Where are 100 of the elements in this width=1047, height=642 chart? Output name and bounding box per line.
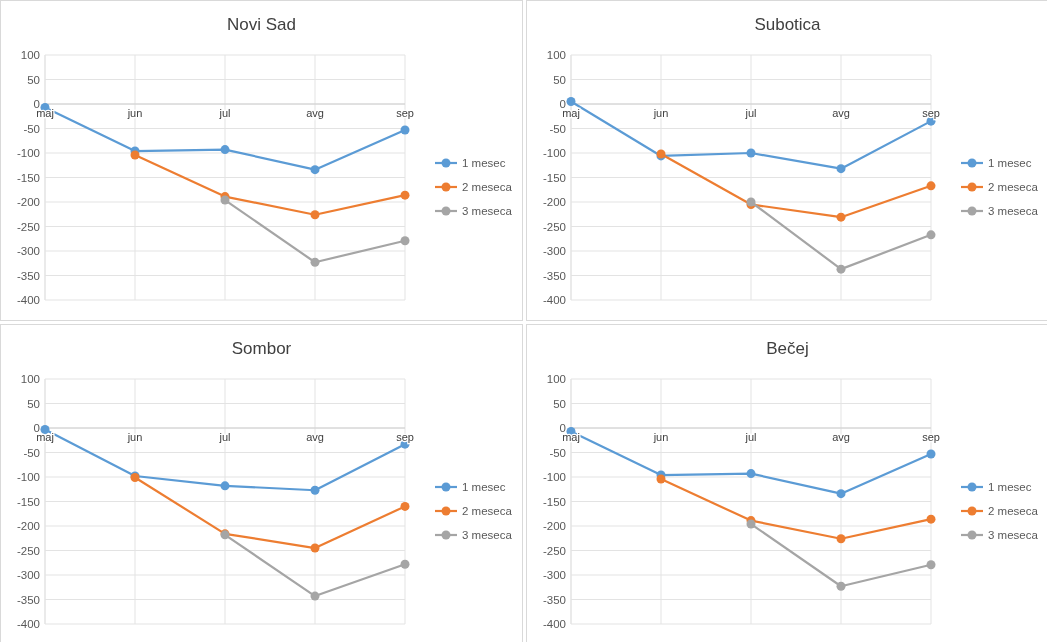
point	[400, 125, 410, 135]
point	[926, 230, 936, 240]
point	[836, 212, 846, 222]
y-tick-label: -400	[542, 618, 566, 631]
point	[310, 210, 320, 220]
y-tick-label: 100	[546, 49, 566, 62]
y-tick-label: 100	[20, 373, 40, 386]
y-tick-label: -250	[16, 544, 40, 557]
x-tick-label: sep	[396, 431, 414, 443]
point	[926, 181, 936, 191]
x-tick-label: sep	[922, 107, 940, 119]
y-tick-label: -250	[16, 220, 40, 233]
y-tick-label: -100	[542, 471, 566, 484]
point	[400, 501, 410, 511]
x-tick-label: jul	[744, 431, 757, 443]
y-tick-label: -300	[16, 569, 40, 582]
y-tick-label: -150	[16, 495, 40, 508]
y-tick-label: -150	[16, 171, 40, 184]
legend-label: 1 mesec	[462, 157, 506, 170]
y-tick-label: -200	[16, 520, 40, 533]
y-tick-label: -50	[549, 122, 566, 135]
x-tick-label: jul	[218, 107, 231, 119]
y-tick-label: 50	[27, 397, 40, 410]
y-tick-label: -350	[16, 593, 40, 606]
x-tick-label: jun	[652, 107, 669, 119]
chart-title: Sombor	[231, 339, 292, 358]
y-tick-label: -350	[542, 593, 566, 606]
chart-title: Subotica	[754, 15, 822, 34]
legend-label: 3 meseca	[988, 529, 1039, 542]
point	[836, 164, 846, 174]
y-tick-label: 0	[33, 98, 40, 111]
point	[836, 264, 846, 274]
y-tick-label: -200	[542, 196, 566, 209]
x-tick-label: jun	[126, 107, 143, 119]
legend-label: 1 mesec	[462, 481, 506, 494]
point	[566, 97, 576, 107]
point	[310, 165, 320, 175]
y-tick-label: -300	[542, 569, 566, 582]
y-tick-label: -50	[549, 446, 566, 459]
y-tick-label: -50	[23, 122, 40, 135]
x-tick-label: jul	[744, 107, 757, 119]
x-tick-label: sep	[922, 431, 940, 443]
legend-label: 3 meseca	[462, 529, 513, 542]
point	[926, 560, 936, 570]
y-tick-label: -250	[542, 220, 566, 233]
point	[400, 236, 410, 246]
y-tick-label: -100	[542, 147, 566, 160]
point	[926, 514, 936, 524]
y-tick-label: -200	[16, 196, 40, 209]
x-tick-label: avg	[306, 107, 324, 119]
point	[656, 474, 666, 484]
legend-label: 2 meseca	[988, 505, 1039, 518]
point	[220, 481, 230, 491]
y-tick-label: -400	[16, 618, 40, 631]
point	[130, 150, 140, 160]
x-tick-label: jun	[126, 431, 143, 443]
legend-label: 3 meseca	[988, 205, 1039, 218]
y-tick-label: -100	[16, 471, 40, 484]
y-tick-label: -100	[16, 147, 40, 160]
y-tick-label: -350	[16, 269, 40, 282]
y-tick-label: -50	[23, 446, 40, 459]
y-tick-label: -300	[542, 245, 566, 258]
y-tick-label: -400	[16, 294, 40, 307]
point	[310, 543, 320, 553]
point	[746, 469, 756, 479]
point	[836, 534, 846, 544]
point	[836, 489, 846, 499]
point	[400, 559, 410, 569]
x-tick-label: avg	[832, 107, 850, 119]
point	[746, 148, 756, 158]
legend-label: 1 mesec	[988, 481, 1032, 494]
point	[310, 485, 320, 495]
x-tick-label: avg	[306, 431, 324, 443]
x-tick-label: avg	[832, 431, 850, 443]
legend-label: 2 meseca	[988, 181, 1039, 194]
y-tick-label: -200	[542, 520, 566, 533]
y-tick-label: 50	[553, 73, 566, 86]
point	[926, 449, 936, 459]
y-tick-label: -300	[16, 245, 40, 258]
x-tick-label: jul	[218, 431, 231, 443]
legend-label: 3 meseca	[462, 205, 513, 218]
y-tick-label: 50	[27, 73, 40, 86]
y-tick-label: 100	[20, 49, 40, 62]
chart-title: Novi Sad	[227, 15, 296, 34]
x-tick-label: sep	[396, 107, 414, 119]
y-tick-label: 50	[553, 397, 566, 410]
legend-label: 1 mesec	[988, 157, 1032, 170]
y-tick-label: -350	[542, 269, 566, 282]
chart-title: Bečej	[766, 339, 809, 358]
point	[400, 190, 410, 200]
y-tick-label: -150	[542, 495, 566, 508]
legend-label: 2 meseca	[462, 505, 513, 518]
legend-label: 2 meseca	[462, 181, 513, 194]
point	[310, 591, 320, 601]
x-tick-label: jun	[652, 431, 669, 443]
y-tick-label: -400	[542, 294, 566, 307]
y-tick-label: -150	[542, 171, 566, 184]
point	[310, 257, 320, 267]
point	[836, 581, 846, 591]
y-tick-label: 100	[546, 373, 566, 386]
